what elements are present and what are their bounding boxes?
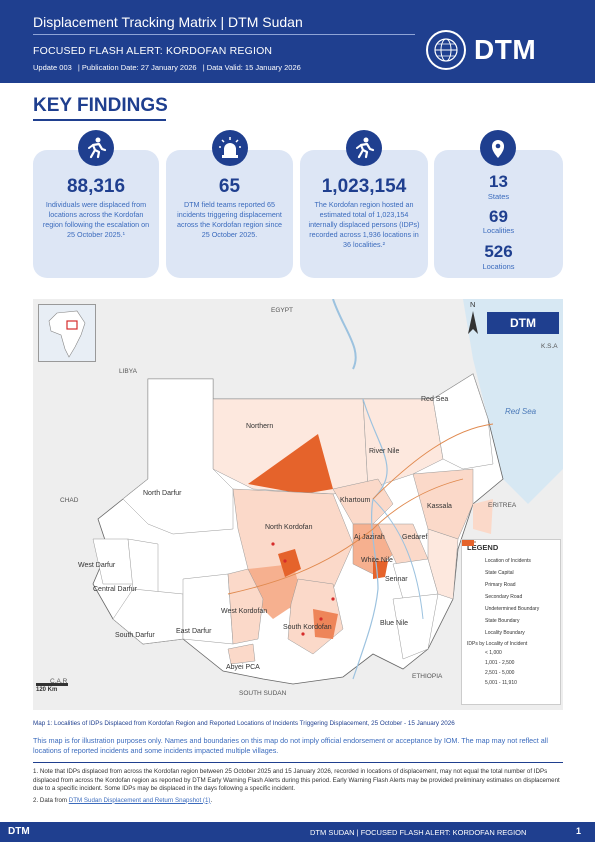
location-pin-icon [480,130,516,166]
incidents-count: 65 [218,176,241,197]
geography-stats-card [434,150,563,278]
legend-title: LEGEND [467,543,499,552]
iom-globe-icon [426,30,466,70]
legend-state-capital: State Capital [462,540,555,579]
header-divider [33,34,415,35]
state-south-darfur: South Darfur [115,632,155,639]
notes-divider [33,762,563,763]
snapshot-link[interactable]: DTM Sudan Displacement and Return Snapsh… [68,796,211,804]
finding-card-3 [300,150,428,278]
finding-card-1 [33,150,159,278]
locations-count: 526 [484,242,513,261]
finding-card-2 [166,150,293,278]
data-valid-date: | Data Valid: 15 January 2026 [202,63,301,72]
footnotes: 1. Note that IDPs displaced from across … [33,768,563,805]
state-aj-jazirah: Aj Jazirah [354,534,385,541]
legend-range-4: 5,001 - 11,910 [462,540,555,688]
dtm-logo: DTM [426,30,536,70]
state-north-kordofan: North Kordofan [265,524,313,531]
map-dtm-logo: DTM [487,312,559,334]
footer-bar: DTM DTM SUDAN | FOCUSED FLASH ALERT: KOR… [0,822,595,842]
state-east-darfur: East Darfur [176,628,212,635]
footer-dtm-logo: DTM [8,826,30,837]
idps-total-text: The Kordofan region hosted an estimated … [308,200,420,249]
running-person-icon [78,130,114,166]
country-car: C.A.R [50,678,68,685]
displacement-map: DTM N EGYPT LIBYA CHAD ERITREA ETHIOPIA … [33,299,563,710]
incidents-text: DTM field teams reported 65 incidents tr… [176,200,283,239]
publication-date: | Publication Date: 27 January 2026 [77,63,197,72]
legend-undetermined-boundary: Undetermined Boundary [462,541,540,612]
country-egypt: EGYPT [271,307,294,314]
legend-secondary-road: Secondary Road [462,541,523,600]
legend-range-1: < 1,000 [462,540,555,658]
state-blue-nile: Blue Nile [380,620,409,627]
map-legend: LEGEND Location of Incidents State Capit… [461,539,561,705]
map-disclaimer: This map is for illustration purposes on… [33,736,548,755]
footnote-2: 2. Data from DTM Sudan Displacement and … [33,796,213,804]
country-libya: LIBYA [119,368,137,375]
legend-state-boundary: State Boundary [462,541,520,624]
legend-range-3: 2,501 - 5,000 [462,540,555,678]
state-central-darfur: Central Darfur [93,586,137,593]
country-chad: CHAD [60,497,79,504]
alarm-siren-icon [212,130,248,166]
legend-incidents: Location of Incidents [462,540,555,567]
legend-range-2: 1,001 - 2,500 [462,540,555,668]
state-red-sea: Red Sea [421,396,449,403]
page-number: 1 [576,826,582,836]
state-west-kordofan: West Kordofan [221,608,268,615]
state-north-darfur: North Darfur [143,490,182,497]
locations-label: Locations [482,262,515,271]
state-kassala: Kassala [427,503,452,510]
abyei-pca: Abyei PCA [226,664,260,671]
key-findings-underline [33,119,166,121]
state-sennar: Sennar [385,576,408,583]
map-canvas [33,299,563,710]
displaced-text: Individuals were displaced from location… [42,200,150,239]
header-title: Displacement Tracking Matrix | DTM Sudan [33,14,303,30]
state-south-kordofan: South Kordofan [283,624,332,631]
idps-total-count: 1,023,154 [321,176,407,197]
state-gedaref: Gedaref [402,534,428,541]
scale-bar [36,683,68,686]
states-label: States [487,192,510,201]
map-caption: Map 1: Localities of IDPs Displaced from… [33,720,455,727]
country-ksa: K.S.A [541,343,558,350]
localities-count: 69 [489,207,508,226]
country-eritrea: ERITREA [488,502,517,509]
key-findings-title: KEY FINDINGS [33,95,168,116]
legend-primary-road: Primary Road [462,541,516,588]
running-person-icon [346,130,382,166]
footer-text: DTM SUDAN | FOCUSED FLASH ALERT: KORDOFA… [310,828,527,837]
state-west-darfur: West Darfur [78,562,116,569]
legend-locality-boundary: Locality Boundary [462,541,525,636]
footnote-1: 1. Note that IDPs displaced from across … [33,768,560,792]
update-number: Update 003 [33,63,72,72]
state-khartoum: Khartoum [340,497,371,504]
africa-inset-map [38,304,96,362]
localities-label: Localities [482,226,515,235]
state-river-nile: River Nile [369,448,400,455]
legend-idp-title: IDPs by Locality of Incident [467,641,528,647]
scale-label: 120 Km [36,687,58,693]
displaced-count: 88,316 [66,176,126,197]
state-white-nile: White Nile [361,557,393,564]
state-northern: Northern [246,423,274,430]
country-ethiopia: ETHIOPIA [412,673,443,680]
header-banner: Displacement Tracking Matrix | DTM Sudan… [0,0,595,83]
north-arrow-label: N [470,300,476,309]
states-count: 13 [489,172,508,191]
red-sea-label: Red Sea [505,407,537,416]
header-subtitle: FOCUSED FLASH ALERT: KORDOFAN REGION [33,45,273,57]
dtm-logo-text: DTM [474,34,537,65]
header-meta: Update 003 | Publication Date: 27 Januar… [33,63,305,72]
country-south-sudan: SOUTH SUDAN [239,690,287,697]
